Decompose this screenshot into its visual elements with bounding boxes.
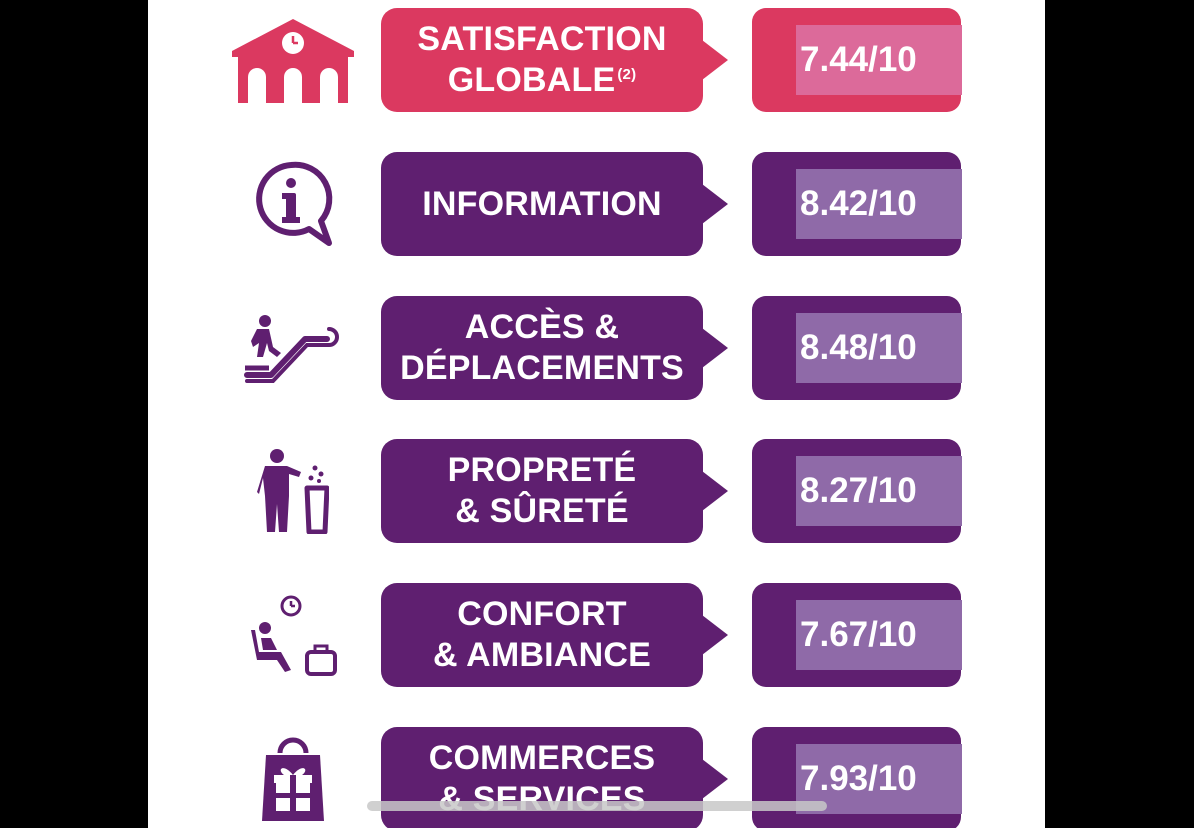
- score-value: 8.42/10: [796, 169, 962, 239]
- score-value: 7.67/10: [796, 600, 962, 670]
- score-box: 7.93/10: [752, 727, 962, 828]
- label-line-2: DÉPLACEMENTS: [400, 349, 684, 387]
- shopping-bag-gift-icon: [228, 729, 358, 828]
- person-trash-bin-icon: [228, 441, 358, 541]
- score-box: 7.44/10: [752, 8, 962, 112]
- row-proprete-surete: PROPRETÉ & SÛRETÉ 8.27/10: [148, 439, 1045, 543]
- label-line-1: PROPRETÉ: [447, 451, 637, 489]
- score-box: 7.67/10: [752, 583, 962, 687]
- label-line-2: & SÛRETÉ: [455, 492, 629, 530]
- category-label: PROPRETÉ & SÛRETÉ: [381, 439, 728, 543]
- footnote-marker: (2): [617, 65, 637, 83]
- label-line-2: & AMBIANCE: [433, 636, 651, 674]
- category-label: ACCÈS & DÉPLACEMENTS: [381, 296, 728, 400]
- infographic-panel: SATISFACTION GLOBALE (2) 7.44/10 INFORMAT…: [148, 0, 1045, 828]
- row-information: INFORMATION 8.42/10: [148, 152, 1045, 256]
- label-line-1: COMMERCES: [428, 739, 656, 777]
- label-line-2: GLOBALE: [447, 61, 616, 99]
- station-clock-icon: [228, 10, 358, 110]
- seated-person-clock-luggage-icon: [228, 585, 358, 685]
- label-line-1: SATISFACTION: [417, 20, 667, 58]
- category-label: SATISFACTION GLOBALE (2): [381, 8, 728, 112]
- score-value: 8.48/10: [796, 313, 962, 383]
- score-box: 8.48/10: [752, 296, 962, 400]
- info-speech-bubble-icon: [228, 154, 358, 254]
- category-label: INFORMATION: [381, 152, 728, 256]
- person-escalator-icon: [228, 298, 358, 398]
- category-label: COMMERCES & SERVICES: [381, 727, 728, 828]
- score-box: 8.27/10: [752, 439, 962, 543]
- row-acces-deplacements: ACCÈS & DÉPLACEMENTS 8.48/10: [148, 296, 1045, 400]
- row-confort-ambiance: CONFORT & AMBIANCE 7.67/10: [148, 583, 1045, 687]
- score-value: 8.27/10: [796, 456, 962, 526]
- row-commerces-services: COMMERCES & SERVICES 7.93/10: [148, 727, 1045, 828]
- row-satisfaction-globale: SATISFACTION GLOBALE (2) 7.44/10: [148, 8, 1045, 112]
- score-value: 7.44/10: [796, 25, 962, 95]
- horizontal-scrollbar[interactable]: [367, 801, 827, 811]
- label-line-1: CONFORT: [457, 595, 627, 633]
- label-line-1: INFORMATION: [422, 184, 662, 223]
- label-line-2: & SERVICES: [438, 780, 646, 818]
- score-box: 8.42/10: [752, 152, 962, 256]
- label-line-1: ACCÈS &: [464, 308, 620, 346]
- category-label: CONFORT & AMBIANCE: [381, 583, 728, 687]
